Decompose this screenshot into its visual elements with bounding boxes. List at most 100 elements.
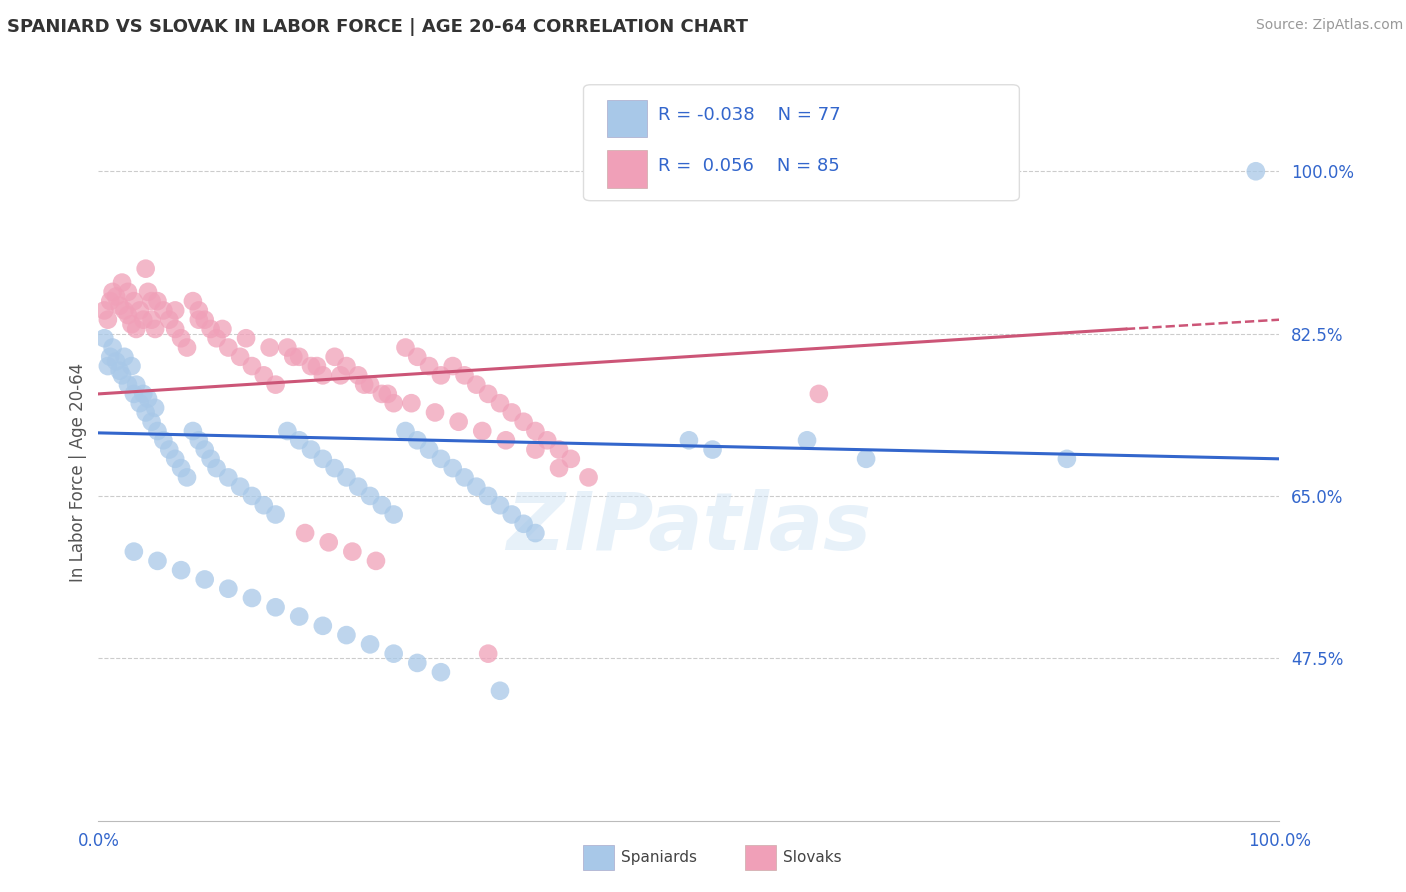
Point <box>288 350 311 364</box>
Point <box>165 303 187 318</box>
Point <box>117 285 139 299</box>
Point <box>128 396 150 410</box>
Point <box>132 312 155 326</box>
Point <box>135 261 157 276</box>
Point <box>264 377 287 392</box>
Text: Source: ZipAtlas.com: Source: ZipAtlas.com <box>1256 18 1403 32</box>
Point <box>108 364 131 378</box>
Text: Slovaks: Slovaks <box>783 850 842 864</box>
Point <box>112 303 135 318</box>
Point <box>489 396 512 410</box>
Point <box>501 405 523 419</box>
Point <box>170 461 193 475</box>
Point <box>240 591 263 605</box>
Point <box>702 442 724 457</box>
Point <box>359 637 381 651</box>
Point <box>1056 451 1078 466</box>
Point <box>146 424 169 438</box>
Point <box>136 285 159 299</box>
Point <box>165 322 187 336</box>
Point <box>200 322 222 336</box>
Point <box>323 461 346 475</box>
Point <box>181 294 204 309</box>
Point <box>240 359 263 373</box>
Point <box>176 341 198 355</box>
Point <box>364 554 387 568</box>
Point <box>512 415 534 429</box>
Point <box>136 392 159 406</box>
Point <box>342 544 364 558</box>
Point <box>165 451 187 466</box>
Point <box>401 396 423 410</box>
Point <box>353 377 375 392</box>
Point <box>194 312 217 326</box>
Point <box>318 535 340 549</box>
Point <box>359 377 381 392</box>
Text: SPANIARD VS SLOVAK IN LABOR FORCE | AGE 20-64 CORRELATION CHART: SPANIARD VS SLOVAK IN LABOR FORCE | AGE … <box>7 18 748 36</box>
Point <box>288 434 311 448</box>
Point <box>453 470 475 484</box>
Point <box>125 322 148 336</box>
Point <box>347 480 370 494</box>
Point <box>229 480 252 494</box>
Point <box>807 387 830 401</box>
Text: Spaniards: Spaniards <box>621 850 697 864</box>
Point <box>418 359 440 373</box>
Point <box>678 434 700 448</box>
Point <box>217 582 239 596</box>
Point <box>101 285 124 299</box>
Point <box>121 318 143 332</box>
Point <box>312 368 335 383</box>
Point <box>371 387 394 401</box>
Point <box>548 442 571 457</box>
Point <box>117 377 139 392</box>
Point <box>359 489 381 503</box>
Point <box>536 434 558 448</box>
Point <box>489 683 512 698</box>
Point <box>205 461 228 475</box>
Text: ZIPatlas: ZIPatlas <box>506 490 872 567</box>
Point <box>229 350 252 364</box>
Point <box>108 299 131 313</box>
Point <box>471 424 494 438</box>
Point <box>146 554 169 568</box>
Point <box>141 312 163 326</box>
Point <box>294 526 316 541</box>
Point <box>855 451 877 466</box>
Point <box>235 331 257 345</box>
Point <box>524 442 547 457</box>
Point <box>194 442 217 457</box>
Point <box>524 526 547 541</box>
Point <box>465 480 488 494</box>
Point <box>406 350 429 364</box>
Text: R = -0.038    N = 77: R = -0.038 N = 77 <box>658 106 841 124</box>
Point <box>335 470 357 484</box>
Point <box>288 609 311 624</box>
Point <box>176 470 198 484</box>
Point <box>200 451 222 466</box>
Point <box>146 294 169 309</box>
Point <box>323 350 346 364</box>
Point <box>299 359 322 373</box>
Point <box>181 424 204 438</box>
Point <box>141 415 163 429</box>
Point <box>312 451 335 466</box>
Point <box>98 294 121 309</box>
Point <box>329 368 352 383</box>
Point <box>143 322 166 336</box>
Point <box>430 368 453 383</box>
Point <box>394 424 416 438</box>
Point <box>441 359 464 373</box>
Point <box>125 377 148 392</box>
Point <box>377 387 399 401</box>
Point <box>101 341 124 355</box>
Point <box>143 401 166 415</box>
Point <box>796 434 818 448</box>
Point <box>335 628 357 642</box>
Point <box>97 359 120 373</box>
Point <box>264 508 287 522</box>
Point <box>128 303 150 318</box>
Point <box>141 294 163 309</box>
Point <box>111 368 134 383</box>
Point <box>430 665 453 680</box>
